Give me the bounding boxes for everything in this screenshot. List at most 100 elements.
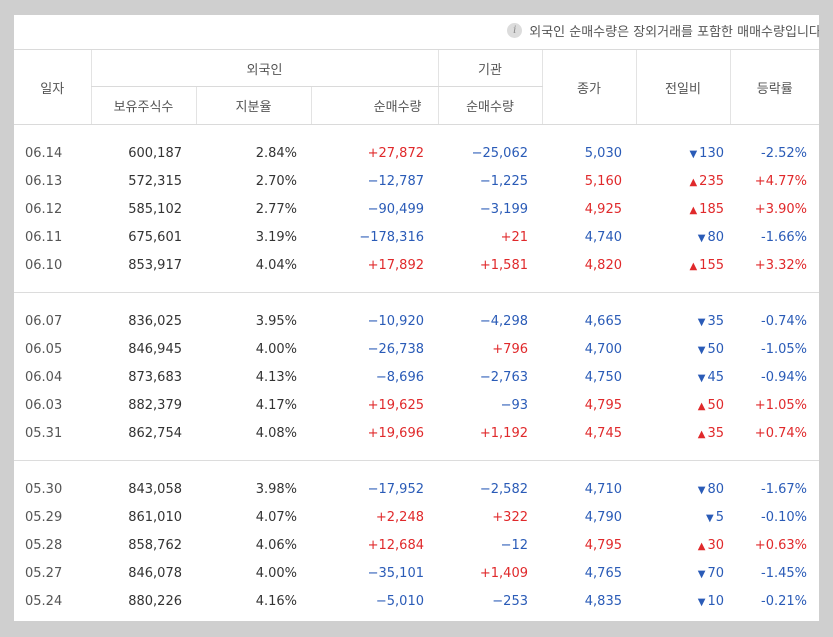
cell-share-ratio: 4.08% [255, 425, 297, 441]
cell-change: ▼ 50 [636, 335, 730, 363]
cell-inst-net: +1,581 [479, 257, 528, 273]
header-date: 일자 [14, 49, 91, 125]
change-value: 35 [707, 425, 724, 441]
cell-share-ratio: 3.19% [255, 229, 297, 245]
table-body: 06.14 600,187 2.84% +27,872 −25,062 5,030 ▼ 130… [14, 125, 819, 622]
cell-change: ▲ 35 [636, 419, 730, 461]
cell-share-ratio: 4.00% [255, 565, 297, 581]
cell-date: 05.28 [25, 537, 63, 553]
group-divider [14, 292, 819, 293]
cell-rate: +1.05% [754, 397, 807, 413]
cell-rate: -0.10% [761, 509, 807, 525]
table-row: 05.31 862,754 4.08% +19,696 +1,192 4,745 ▲ 35 +0… [14, 419, 819, 461]
cell-foreign-net: +2,248 [375, 509, 424, 525]
change-value: 70 [707, 565, 724, 581]
cell-date: 06.04 [25, 369, 63, 385]
header-inst-net: 순매수량 [437, 86, 542, 125]
cell-holdings: 853,917 [128, 257, 182, 273]
cell-close: 4,795 [584, 537, 622, 553]
cell-close: 4,795 [584, 397, 622, 413]
header-change: 전일비 [635, 49, 730, 125]
change-value: 50 [707, 341, 724, 357]
cell-change: ▲ 235 [636, 167, 730, 195]
header-foreign-net: 순매수량 [310, 86, 438, 125]
cell-date: 05.31 [25, 425, 63, 441]
table-row: 06.13 572,315 2.70% −12,787 −1,225 5,160 ▲ 235 +… [14, 167, 819, 195]
cell-rate: +4.77% [754, 173, 807, 189]
cell-holdings: 880,226 [128, 593, 182, 609]
divider-line [14, 460, 819, 461]
cell-holdings: 846,945 [128, 341, 182, 357]
cell-holdings: 675,601 [128, 229, 182, 245]
change-value: 10 [707, 593, 724, 609]
cell-holdings: 882,379 [128, 397, 182, 413]
change-value: 35 [707, 313, 724, 329]
cell-rate: -0.94% [761, 369, 807, 385]
cell-change: ▼ 80 [636, 223, 730, 251]
table-row: 05.27 846,078 4.00% −35,101 +1,409 4,765 ▼ 70 -1… [14, 559, 819, 587]
arrow-up-icon: ▲ [689, 176, 698, 188]
header-rate: 등락률 [729, 49, 819, 125]
cell-foreign-net: −12,787 [367, 173, 424, 189]
cell-share-ratio: 3.98% [255, 481, 297, 497]
arrow-up-icon: ▲ [689, 260, 698, 272]
cell-change: ▼ 10 [636, 587, 730, 621]
cell-share-ratio: 4.17% [255, 397, 297, 413]
cell-share-ratio: 4.06% [255, 537, 297, 553]
cell-change: ▼ 130 [636, 125, 730, 168]
cell-foreign-net: +17,892 [367, 257, 424, 273]
header-share-ratio: 지분율 [195, 86, 311, 125]
cell-change: ▼ 45 [636, 363, 730, 391]
cell-rate: +3.90% [754, 201, 807, 217]
cell-date: 06.13 [25, 173, 63, 189]
notice-text: 외국인 순매수량은 장외거래를 포함한 매매수량입니다. [529, 24, 819, 40]
cell-date: 06.03 [25, 397, 63, 413]
group-divider [14, 460, 819, 461]
cell-share-ratio: 3.95% [255, 313, 297, 329]
table-row: 05.24 880,226 4.16% −5,010 −253 4,835 ▼ 10 -0.21… [14, 587, 819, 621]
cell-inst-net: +796 [492, 341, 528, 357]
cell-share-ratio: 4.13% [255, 369, 297, 385]
cell-share-ratio: 2.84% [255, 145, 297, 161]
cell-change: ▲ 185 [636, 195, 730, 223]
cell-rate: -1.67% [761, 481, 807, 497]
cell-share-ratio: 4.00% [255, 341, 297, 357]
change-value: 45 [707, 369, 724, 385]
cell-foreign-net: −178,316 [359, 229, 424, 245]
cell-date: 06.05 [25, 341, 63, 357]
cell-close: 5,160 [584, 173, 622, 189]
cell-foreign-net: −17,952 [367, 481, 424, 497]
table-row: 06.04 873,683 4.13% −8,696 −2,763 4,750 ▼ 45 -0.… [14, 363, 819, 391]
cell-change: ▼ 70 [636, 559, 730, 587]
cell-holdings: 858,762 [128, 537, 182, 553]
cell-change: ▲ 155 [636, 251, 730, 293]
cell-inst-net: −253 [492, 593, 528, 609]
table-row: 06.03 882,379 4.17% +19,625 −93 4,795 ▲ 50 +1.05… [14, 391, 819, 419]
arrow-down-icon: ▼ [697, 232, 706, 244]
cell-close: 4,835 [584, 593, 622, 609]
cell-change: ▲ 50 [636, 391, 730, 419]
cell-rate: -1.45% [761, 565, 807, 581]
cell-holdings: 585,102 [128, 201, 182, 217]
cell-rate: -0.74% [761, 313, 807, 329]
cell-holdings: 836,025 [128, 313, 182, 329]
header-close: 종가 [541, 49, 636, 125]
table-row: 05.30 843,058 3.98% −17,952 −2,582 4,710 ▼ 80 -1… [14, 461, 819, 503]
cell-date: 05.29 [25, 509, 63, 525]
cell-holdings: 873,683 [128, 369, 182, 385]
cell-date: 05.27 [25, 565, 63, 581]
table-row: 06.07 836,025 3.95% −10,920 −4,298 4,665 ▼ 35 -0… [14, 293, 819, 335]
change-value: 80 [707, 481, 724, 497]
cell-foreign-net: +19,696 [367, 425, 424, 441]
table-header: 일자 외국인 기관 종가 전일비 등락률 보유주식수 지분율 순매수량 순매수량 [14, 49, 819, 125]
cell-date: 06.11 [25, 229, 63, 245]
change-value: 30 [707, 537, 724, 553]
info-icon[interactable]: i [507, 22, 523, 38]
divider-line [14, 292, 819, 293]
arrow-up-icon: ▲ [697, 540, 706, 552]
change-value: 235 [699, 173, 724, 189]
cell-close: 4,740 [584, 229, 622, 245]
header-holdings: 보유주식수 [90, 86, 196, 125]
cell-inst-net: −12 [500, 537, 528, 553]
arrow-up-icon: ▲ [689, 204, 698, 216]
